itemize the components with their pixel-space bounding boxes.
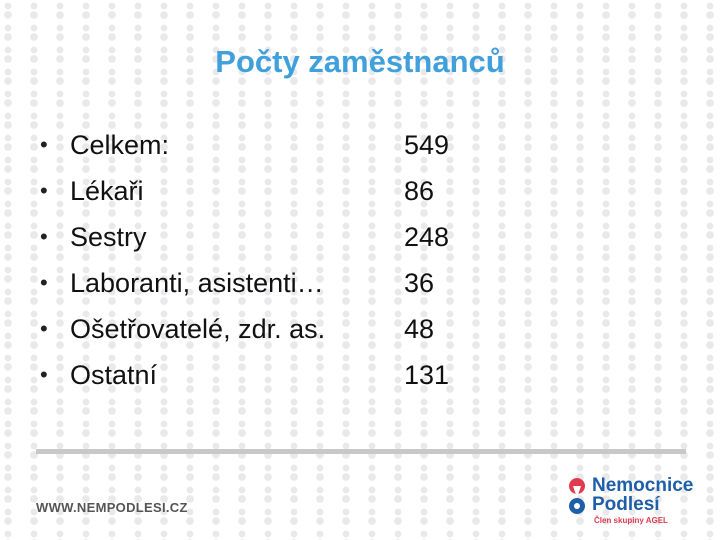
list-item-value: 36 — [404, 268, 435, 298]
bullet-icon: • — [40, 270, 48, 295]
list-item-value: 86 — [404, 176, 435, 206]
logo-text-podlesi: Podlesí — [592, 494, 660, 515]
bullet-icon: • — [40, 362, 48, 387]
list-item-label: Celkem: — [70, 130, 170, 160]
hospital-logo: Nemocnice Podlesí Člen skupiny AGEL — [566, 474, 716, 526]
footer-divider — [36, 449, 686, 454]
bullet-icon: • — [40, 316, 48, 341]
list-item: • Celkem: 549 — [40, 130, 500, 176]
list-item: • Lékaři 86 — [40, 176, 500, 222]
logo-tagline: Člen skupiny AGEL — [594, 516, 668, 525]
bullet-icon: • — [40, 178, 48, 203]
list-item-value: 549 — [404, 130, 450, 160]
list-item: • Ošetřovatelé, zdr. as. 48 — [40, 314, 500, 360]
logo-text-nemocnice: Nemocnice — [592, 475, 694, 496]
list-item-label: Sestry — [70, 222, 147, 252]
hospital-logo-icon — [569, 478, 585, 514]
employee-count-list: • Celkem: 549 • Lékaři 86 • Sestry 248 •… — [40, 130, 500, 406]
list-item-value: 131 — [404, 360, 450, 390]
list-item: • Laboranti, asistenti… 36 — [40, 268, 500, 314]
list-item-label: Ostatní — [70, 360, 158, 390]
bullet-icon: • — [40, 224, 48, 249]
list-item-label: Ošetřovatelé, zdr. as. — [70, 314, 326, 344]
website-link[interactable]: WWW.NEMPODLESI.CZ — [36, 500, 188, 515]
list-item-label: Laboranti, asistenti… — [70, 268, 324, 298]
slide-title: Počty zaměstnanců — [215, 44, 505, 79]
bullet-icon: • — [40, 132, 48, 157]
list-item-value: 248 — [404, 222, 450, 252]
list-item: • Ostatní 131 — [40, 360, 500, 406]
list-item-value: 48 — [404, 314, 435, 344]
list-item-label: Lékaři — [70, 176, 144, 206]
list-item: • Sestry 248 — [40, 222, 500, 268]
